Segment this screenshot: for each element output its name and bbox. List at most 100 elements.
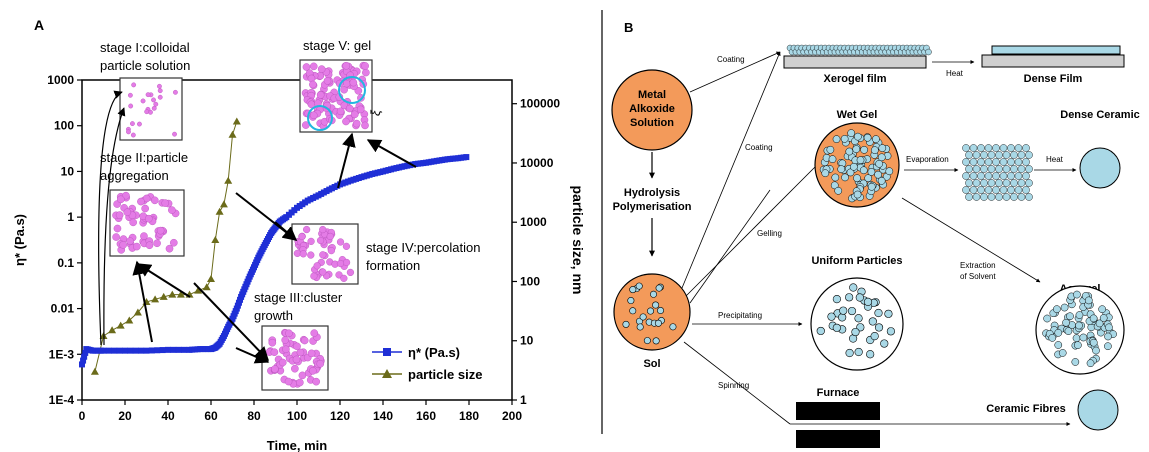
sphere	[140, 232, 148, 240]
y-right-tick-label: 100000	[520, 97, 560, 111]
sphere	[336, 107, 345, 116]
fibres-label: Ceramic Fibres	[986, 403, 1065, 415]
coating-top-label: Coating	[717, 55, 745, 64]
evap-bead	[984, 158, 993, 166]
wet-gel-bead	[834, 186, 843, 195]
aerogel-bead	[1084, 296, 1093, 305]
y-left-tick-label: 1000	[47, 73, 74, 87]
evap-bead	[965, 179, 973, 187]
particle-point	[151, 295, 160, 303]
evap-bead	[977, 158, 985, 166]
uniform-particles	[816, 283, 896, 359]
aerogel-bead	[1060, 303, 1069, 312]
furnace-label: Furnace	[817, 387, 860, 399]
sphere	[317, 65, 326, 73]
metal-label-3: Solution	[630, 117, 674, 129]
sol-particle	[639, 313, 647, 321]
evap-bead	[1010, 179, 1018, 187]
wet-gel-bead	[864, 174, 873, 182]
evap-bead	[987, 165, 996, 173]
viscosity-point	[81, 353, 88, 360]
y-left-axis-label: η* (Pa.s)	[12, 214, 27, 266]
evap-bead	[1022, 172, 1030, 180]
heat2-label: Heat	[1046, 155, 1064, 164]
particle-point	[176, 290, 185, 298]
wet-gel-bead	[854, 132, 862, 141]
x-tick-label: 120	[330, 409, 350, 423]
dense-film-coat	[991, 45, 1121, 55]
aerogel-bead	[1105, 323, 1113, 332]
evap-bead	[1002, 151, 1011, 159]
sphere	[140, 98, 146, 104]
sol-particle	[652, 337, 660, 345]
aerogel-bead	[1054, 328, 1063, 337]
wet-gel-bead	[874, 170, 882, 179]
y-left-tick-label: 0.1	[57, 256, 74, 270]
sphere	[129, 218, 137, 227]
evap-bead	[972, 165, 981, 173]
uniform-particle	[849, 283, 858, 292]
legend-marker-particle	[382, 369, 392, 378]
uniform-particle	[870, 332, 879, 341]
uniform-particle	[838, 313, 847, 322]
sphere	[298, 371, 307, 380]
aerogel-bead	[1054, 341, 1063, 349]
wet-gel-bead	[872, 135, 880, 143]
sphere	[310, 329, 319, 337]
sphere	[309, 111, 318, 120]
wet-gel-bead	[870, 146, 879, 155]
x-axis-label: Time, min	[267, 438, 328, 452]
evap-bead	[999, 172, 1008, 180]
wet-gel-bead	[852, 145, 861, 153]
sphere	[137, 121, 142, 127]
evap-bead	[965, 151, 973, 159]
aerogel-bead	[1098, 305, 1107, 314]
sphere	[145, 241, 154, 250]
uniform-particle	[845, 348, 854, 358]
evap-bead	[969, 144, 978, 152]
evap-bead	[1025, 179, 1033, 187]
sphere	[117, 195, 125, 204]
stage2-particles	[112, 191, 180, 254]
sphere	[144, 109, 150, 115]
arrow-stage3-b	[235, 347, 270, 364]
stage2-inset: stage II:particle aggregation	[100, 150, 188, 257]
sphere	[361, 121, 369, 130]
extraction-label-2: of Solvent	[960, 272, 996, 281]
sphere	[299, 250, 307, 258]
particle-point	[125, 316, 134, 324]
evap-bead	[972, 151, 981, 159]
evap-bead	[1017, 165, 1026, 173]
evap-bead	[965, 165, 973, 173]
uniform-particle	[816, 326, 825, 336]
particle-point	[90, 367, 99, 375]
particle-point	[215, 207, 224, 215]
x-tick-label: 40	[161, 409, 175, 423]
aerogel-bead	[1064, 327, 1073, 335]
evap-bead	[995, 151, 1003, 159]
aerogel-bead	[1095, 319, 1104, 328]
arrow-stage5-b	[366, 139, 417, 168]
aerogel-bead	[1092, 346, 1100, 355]
evap-bead	[972, 179, 981, 187]
sphere	[342, 61, 351, 70]
wet-gel-label: Wet Gel	[837, 109, 878, 121]
evap-bead	[972, 193, 981, 201]
evap-bead	[995, 179, 1003, 187]
evap-bead	[1010, 165, 1018, 173]
particle-point	[194, 286, 203, 294]
sphere	[278, 358, 287, 367]
sphere	[126, 237, 134, 245]
legend-marker-viscosity	[383, 348, 391, 356]
wet-gel-bead	[831, 173, 840, 182]
aerogel-bead	[1066, 312, 1074, 321]
evap-bead	[969, 158, 978, 166]
wet-gel-bead	[885, 167, 894, 176]
aerogel-bead	[1104, 342, 1112, 351]
sphere	[165, 244, 174, 253]
wet-gel-bead	[877, 177, 886, 185]
wet-gel-bead	[847, 129, 856, 137]
arrow-sol-xerogel	[681, 51, 781, 289]
evap-bead	[987, 193, 996, 201]
evap-bead	[977, 186, 985, 194]
